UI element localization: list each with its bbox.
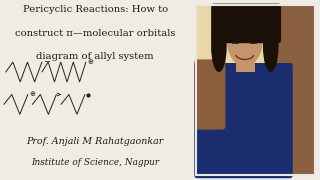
Bar [268,5,315,175]
Text: diagram of allyl system: diagram of allyl system [36,52,154,61]
Ellipse shape [227,13,263,67]
Text: ⊕: ⊕ [29,91,35,98]
Ellipse shape [263,22,278,72]
FancyBboxPatch shape [194,63,293,178]
Text: −: − [44,58,51,67]
Text: construct π—molecular orbitals: construct π—molecular orbitals [15,29,175,38]
FancyBboxPatch shape [211,4,281,43]
Bar [236,54,255,72]
Text: Prof. Anjali M Rahatgaonkar: Prof. Anjali M Rahatgaonkar [27,137,164,146]
Text: Pericyclic Reactions: How to: Pericyclic Reactions: How to [23,5,168,14]
Ellipse shape [211,22,227,72]
Text: ⊕: ⊕ [87,59,93,65]
FancyBboxPatch shape [194,59,225,130]
Text: Institute of Science, Nagpur: Institute of Science, Nagpur [31,158,159,167]
